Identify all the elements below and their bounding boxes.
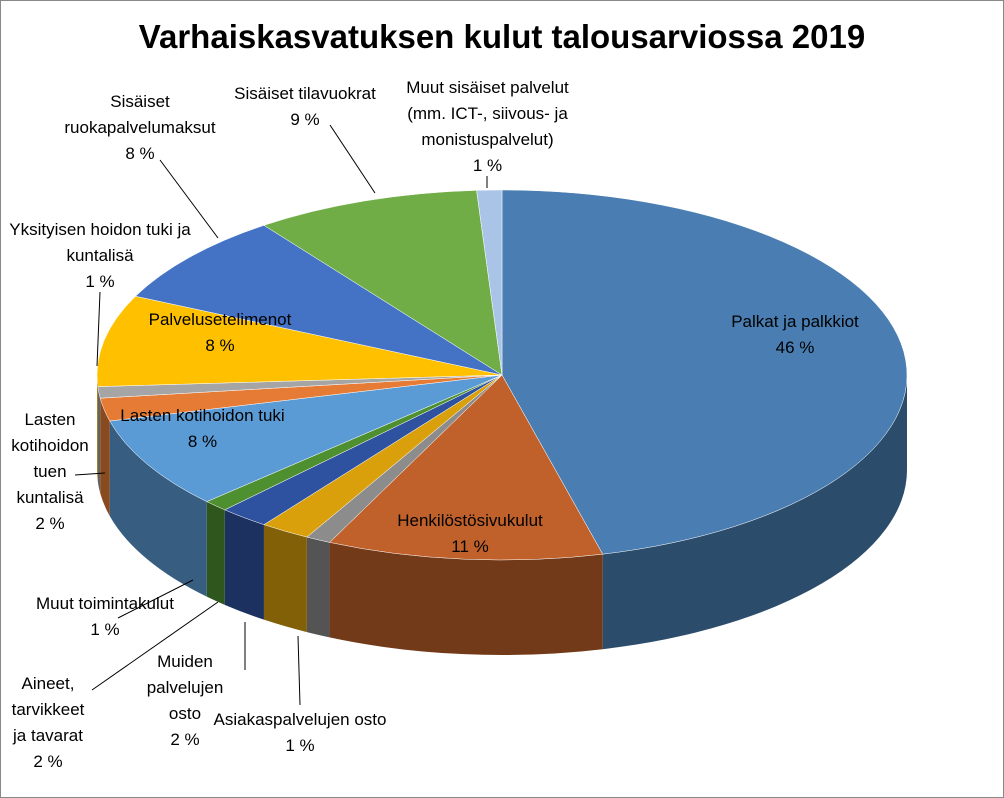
value-label: 2 % — [33, 752, 63, 771]
data-label: Sisäiset tilavuokrat 9 % — [210, 81, 400, 133]
pie-side — [97, 375, 98, 482]
pie-slice — [135, 225, 503, 376]
category-label: Muiden palvelujen osto — [146, 652, 224, 723]
value-label: 1 % — [472, 156, 503, 175]
chart-title: Varhaiskasvatuksen kulut talousarviossa … — [138, 18, 866, 55]
data-label: Muiden palvelujen osto 2 % — [130, 649, 240, 753]
pie-side — [306, 537, 330, 638]
value-label: 8 % — [187, 432, 218, 451]
category-label: Lasten kotihoidon tuen kuntalisä — [11, 410, 89, 507]
data-label: Muut sisäiset palvelut (mm. ICT-, siivou… — [385, 75, 590, 179]
value-label: 8 % — [125, 144, 155, 163]
value-label: 2 % — [35, 514, 65, 533]
pie-slice — [109, 374, 503, 502]
category-label: Asiakaspalvelujen osto — [213, 710, 387, 729]
value-label: 1 % — [85, 272, 115, 291]
value-label: 2 % — [170, 730, 200, 749]
category-label: Palvelusetelimenot — [148, 310, 292, 329]
pie-side — [602, 375, 907, 650]
pie-side — [329, 542, 603, 655]
pie-side — [224, 509, 264, 620]
data-label: Palkat ja palkkiot 46 % — [700, 309, 890, 361]
data-label: Palvelusetelimenot 8 % — [120, 307, 320, 359]
category-label: Sisäiset tilavuokrat — [234, 84, 376, 103]
pie-slice — [501, 189, 908, 555]
pie-slice — [476, 189, 503, 376]
value-label: 1 % — [285, 736, 315, 755]
category-label: Aineet, tarvikkeet ja tavarat — [11, 674, 85, 745]
data-label: Lasten kotihoidon tuen kuntalisä 2 % — [8, 407, 92, 537]
pie-slice — [329, 374, 604, 561]
leader-line — [74, 472, 106, 476]
category-label: Henkilöstösivukulut — [397, 511, 543, 530]
leader-line — [96, 291, 101, 367]
value-label: 1 % — [90, 620, 120, 639]
pie-side — [100, 398, 110, 517]
category-label: Muut sisäiset palvelut (mm. ICT-, siivou… — [406, 78, 569, 149]
pie-side — [97, 386, 101, 494]
data-label: Muut toimintakulut 1 % — [10, 591, 200, 643]
category-label: Palkat ja palkkiot — [731, 312, 859, 331]
data-label: Aineet, tarvikkeet ja tavarat 2 % — [10, 671, 86, 775]
leader-lines — [74, 124, 488, 706]
value-label: 8 % — [205, 336, 235, 355]
category-label: Yksityisen hoidon tuki ja kuntalisä — [9, 220, 191, 265]
value-label: 9 % — [290, 110, 320, 129]
data-label: Yksityisen hoidon tuki ja kuntalisä 1 % — [0, 217, 200, 295]
data-label: Asiakaspalvelujen osto 1 % — [210, 707, 390, 759]
leader-line — [117, 579, 194, 619]
pie-side — [263, 524, 307, 633]
category-label: Sisäiset ruokapalvelumaksut — [64, 92, 216, 137]
leader-line — [91, 601, 219, 691]
pie-slice — [96, 295, 503, 387]
pie-side — [109, 421, 207, 597]
pie-side — [206, 501, 225, 605]
data-label: Lasten kotihoidon tuki 8 % — [110, 403, 295, 455]
pie — [96, 189, 908, 655]
leader-line — [297, 635, 301, 706]
data-label: Sisäiset ruokapalvelumaksut 8 % — [40, 89, 240, 167]
category-label: Muut toimintakulut — [36, 594, 174, 613]
value-label: 11 % — [451, 537, 489, 556]
category-label: Lasten kotihoidon tuki — [120, 406, 285, 425]
data-label: Henkilöstösivukulut 11 % — [360, 508, 580, 560]
leader-line — [329, 124, 376, 194]
pie-slice — [263, 190, 503, 376]
leader-line — [159, 159, 219, 239]
value-label: 46 % — [775, 338, 815, 357]
